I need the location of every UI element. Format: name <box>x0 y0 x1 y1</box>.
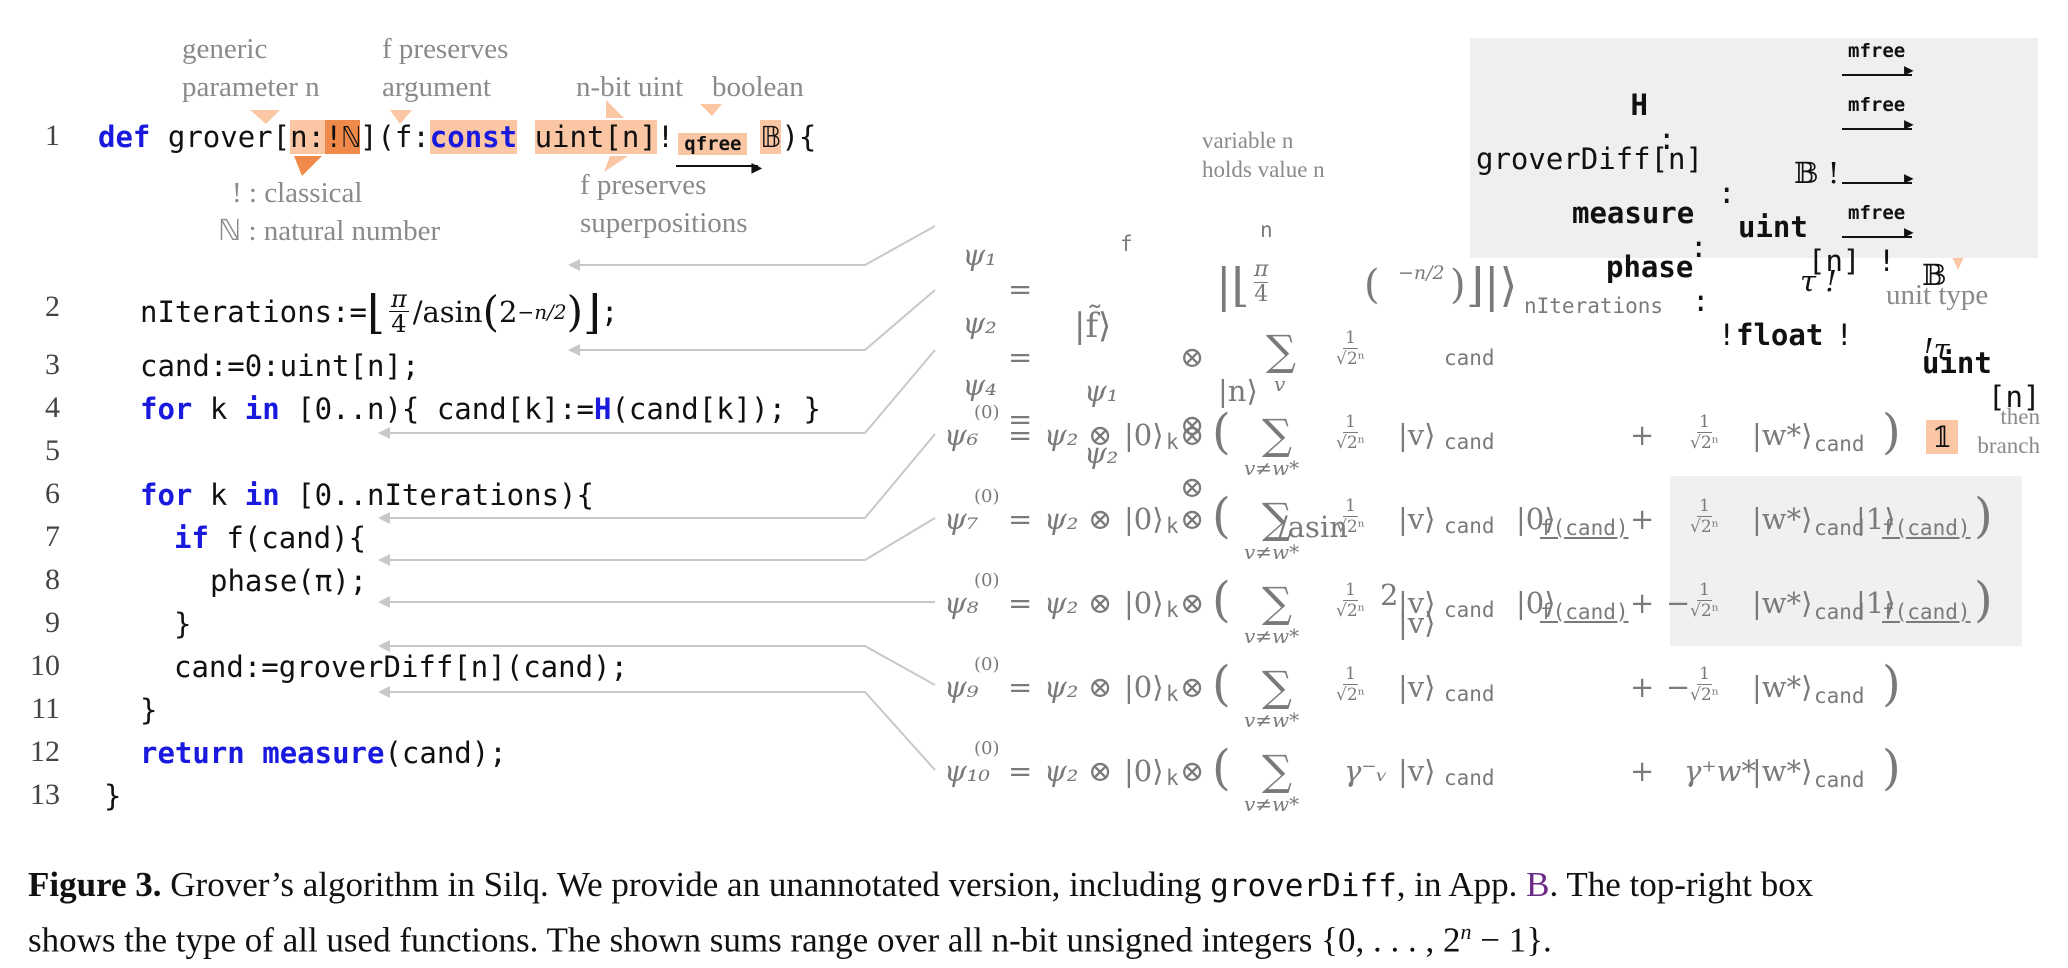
code-line-8: phase(π); <box>210 564 368 598</box>
line-number: 10 <box>30 649 60 682</box>
code-line-7: if f(cand){ <box>174 521 367 555</box>
state-row: ψ₆ (0) = ψ₂ ⊗ |0⟩ k ⊗(∑ v≠w* 1 √2ⁿ |v⟩ cand +1 √2ⁿ |w*⟩… <box>944 402 1901 480</box>
state-row: ψ₁₀ (0) = ψ₂ ⊗ |0⟩ k ⊗(∑ v≠w* γ⁻ᵥ |v⟩ cand + γ⁺w* |w*⟩… <box>944 738 1901 816</box>
code-line-1: def grover[n:!ℕ](f:const uint[n]! qfree ▶ 𝔹… <box>98 120 817 178</box>
type-row-groverDiff: groverDiff[n] : uint [n] ! mfree ▶ uint … <box>1476 94 2041 414</box>
type-box <box>1470 38 2038 258</box>
line-number: 1 <box>45 119 60 152</box>
annotation-boolean: boolean <box>712 71 804 103</box>
annotation-classical: ! : classical <box>232 177 363 209</box>
annotation-f-preserves-argument: f preserves argument <box>382 33 509 103</box>
line-number: 6 <box>45 477 60 510</box>
type-row-measure: measure : τ ! ▶ !τ <box>1572 168 1950 366</box>
code-line-12: return measure(cand); <box>140 736 507 770</box>
annotation-generic-parameter: generic parameter n <box>182 33 320 103</box>
line-number: 5 <box>45 434 60 467</box>
code-line-10: cand:=groverDiff[n](cand); <box>174 650 628 684</box>
then-branch-highlight <box>1670 476 2022 646</box>
state-row: ψ₈ (0) = ψ₂ ⊗ |0⟩ k ⊗(∑ v≠w* 1 √2ⁿ |v⟩ cand |0⟩ f(cand… <box>944 570 1993 648</box>
line-number: 13 <box>30 778 60 811</box>
state-row: ψ₇ (0) = ψ₂ ⊗ |0⟩ k ⊗(∑ v≠w* 1 √2ⁿ |v⟩ cand |0⟩ f(cand… <box>944 486 1993 564</box>
caption-label: Figure 3. <box>28 865 162 904</box>
appendix-link[interactable]: B <box>1526 865 1550 904</box>
annotation-f-preserves-superpositions: f preserves superpositions <box>580 169 748 239</box>
code-line-6: for k in [0..nIterations){ <box>140 478 594 512</box>
line-number: 7 <box>45 520 60 553</box>
qfree-annotation: qfree <box>678 133 748 155</box>
code-line-4: for k in [0..n){ cand[k]:=H(cand[k]); } <box>140 392 821 426</box>
line-number: 11 <box>31 692 60 725</box>
state-row: ψ₉ (0) = ψ₂ ⊗ |0⟩ k ⊗(∑ v≠w* 1 √2ⁿ |v⟩ cand + −1 √2ⁿ |w*… <box>944 654 1901 732</box>
code-line-11: } <box>140 693 158 727</box>
line-number: 2 <box>45 290 60 323</box>
type-row-H: H : 𝔹 ! mfree ▶ 𝔹 <box>1630 40 1947 292</box>
code-line-3: cand:=0:uint[n]; <box>140 349 420 383</box>
code-line-13: } <box>104 779 122 813</box>
type-row-phase: phase : ! float ! mfree ▶ 𝟙 <box>1470 202 2038 454</box>
annotation-variable-n: variable n holds value n <box>1202 128 1325 182</box>
code-line-9: } <box>174 607 192 641</box>
annotation-natural-number: ℕ : natural number <box>218 215 441 247</box>
line-number: 3 <box>45 348 60 381</box>
line-number: 9 <box>45 606 60 639</box>
annotation-unit-type: unit type <box>1886 279 1989 311</box>
line-number: 12 <box>30 735 60 768</box>
state-psi4: ψ₄ = ψ₂ ⊗ ∑ v 1 √2ⁿ |v⟩ cand <box>962 326 1495 640</box>
state-psi1: ψ₁ = |f̃⟩ f ⊗ |n⟩ n <box>962 218 1273 408</box>
annotation-nbit-uint: n-bit uint <box>576 71 684 103</box>
line-number: 4 <box>45 391 60 424</box>
line-number: 8 <box>45 563 60 596</box>
figure-caption: Figure 3. Grover’s algorithm in Silq. We… <box>28 865 1814 960</box>
annotation-then-branch: then branch <box>1977 404 2040 458</box>
